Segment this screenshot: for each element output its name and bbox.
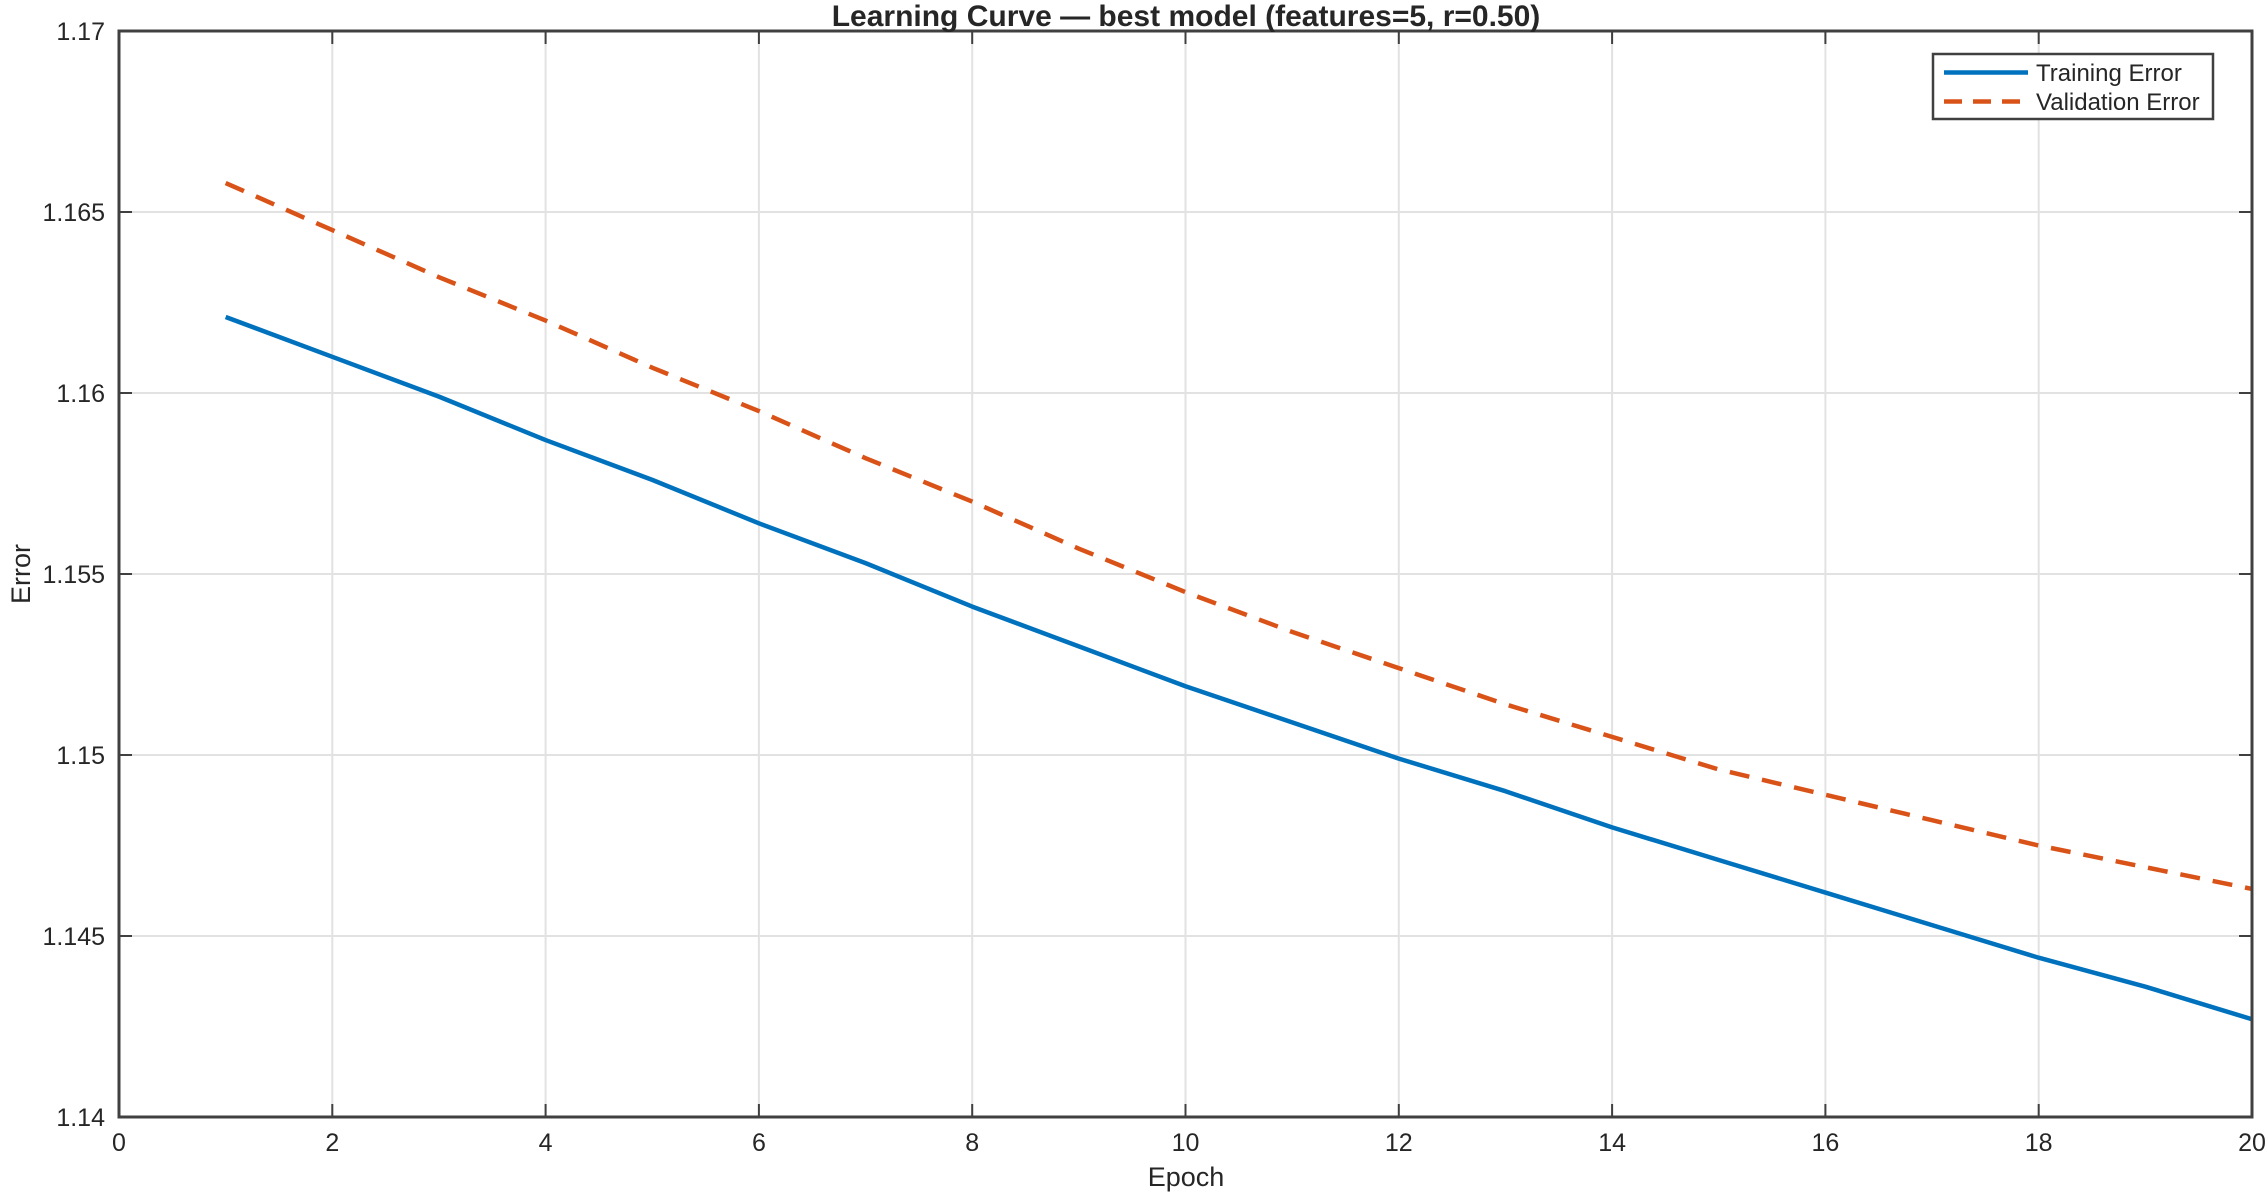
y-tick-label: 1.14 (56, 1104, 105, 1132)
x-axis-label: Epoch (1148, 1162, 1225, 1192)
y-tick-label: 1.17 (56, 18, 105, 46)
tick-label-layer: 0 2 4 6 8 10 12 14 16 18 20 1.14 1.145 1.15 1.155 1.16 1… (42, 18, 2265, 1157)
grid-layer (118, 30, 2253, 1118)
x-tick-label: 14 (1598, 1129, 1626, 1157)
y-tick-label: 1.15 (56, 742, 105, 770)
x-tick-label: 18 (2025, 1129, 2053, 1157)
legend-label-training: Training Error (2036, 60, 2182, 87)
validation-error-line (224, 180, 2253, 892)
axes-box-layer (117, 29, 2254, 1119)
x-tick-label: 8 (965, 1129, 979, 1157)
legend-box (1931, 52, 2215, 121)
training-error-line (224, 314, 2253, 1022)
x-tick-label: 0 (112, 1129, 126, 1157)
x-tick-label: 2 (325, 1129, 339, 1157)
y-tick-label: 1.155 (42, 561, 105, 589)
legend-label-validation: Validation Error (2036, 89, 2200, 116)
legend: Training Error Validation Error (1931, 52, 2215, 121)
x-tick-label: 12 (1385, 1129, 1413, 1157)
x-tick-label: 16 (1811, 1129, 1839, 1157)
y-tick-label: 1.145 (42, 923, 105, 951)
chart-title: Learning Curve — best model (features=5,… (832, 0, 1541, 33)
series-layer (224, 180, 2253, 1022)
y-axis-label: Error (6, 544, 36, 604)
x-tick-label: 6 (752, 1129, 766, 1157)
y-tick-label: 1.165 (42, 199, 105, 227)
x-tick-label: 20 (2238, 1129, 2266, 1157)
x-tick-label: 10 (1172, 1129, 1200, 1157)
x-tick-label: 4 (539, 1129, 553, 1157)
y-tick-label: 1.16 (56, 380, 105, 408)
